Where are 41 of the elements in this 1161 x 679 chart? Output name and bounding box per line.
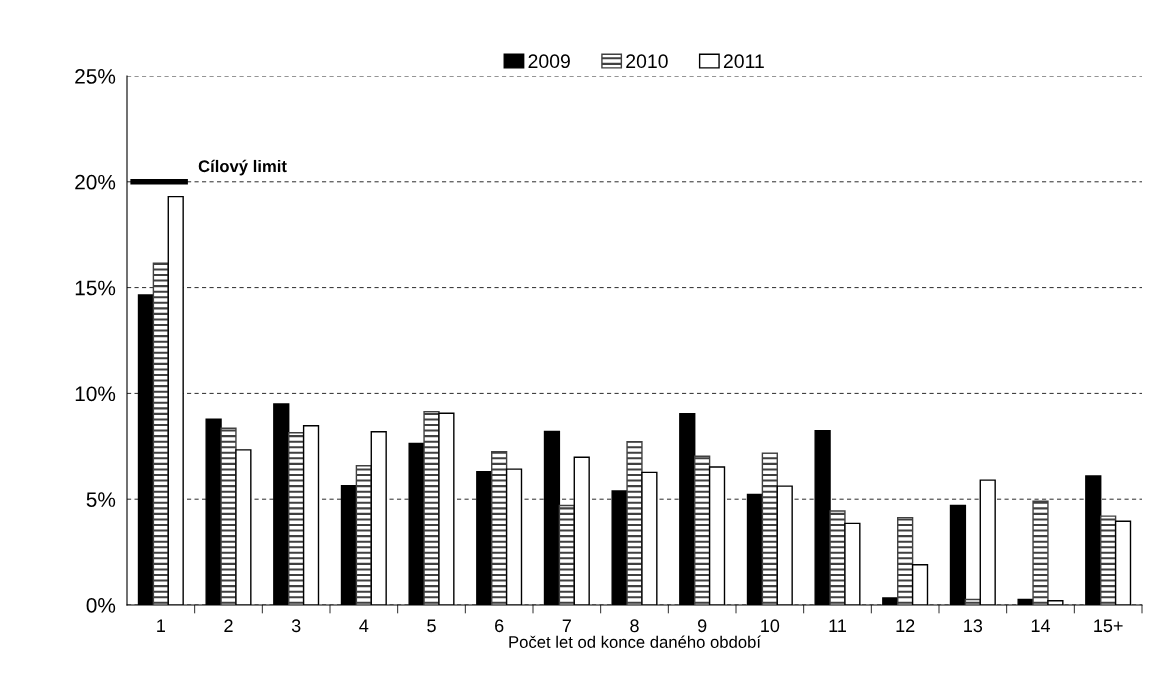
bar [220,427,237,605]
y-tick-label: 5% [86,492,116,507]
x-tick-label: 2 [224,619,233,632]
x-tick-label: 6 [495,619,504,633]
x-tick-label: 4 [359,619,369,632]
bar [152,262,169,605]
bar [694,455,711,605]
x-tick-label: 10 [761,619,780,633]
bar [491,450,508,605]
bar [964,598,981,605]
y-tick-label: 25% [75,69,116,84]
legend-label: 2009 [528,54,570,69]
bar [1100,515,1117,605]
bar [1032,500,1049,605]
y-tick-label: 20% [75,174,116,190]
y-tick-label: 10% [75,386,116,402]
bar [355,465,372,605]
legend-label: 2010 [626,54,668,69]
x-tick-label: 3 [291,619,301,633]
bar [626,440,643,605]
ref-line-label: Cílový limit [198,159,287,176]
bar [897,516,914,605]
x-tick-label: 11 [829,619,846,632]
bar [288,432,305,605]
x-tick-label: 9 [697,619,707,633]
x-tick-label: 5 [427,619,436,633]
legend-label: 2011 [723,54,764,69]
bar [423,410,440,605]
bar [558,504,575,605]
bar [761,452,778,605]
x-axis-title: Počet let od konce daného období [509,635,761,648]
x-tick-label: 13 [964,619,983,633]
y-tick-label: 0% [86,598,116,613]
x-tick-label: 8 [630,619,639,633]
x-tick-label: 7 [562,619,571,632]
x-tick-label: 14 [1031,619,1051,632]
x-tick-label: 12 [896,619,915,632]
bar [829,510,846,605]
x-tick-label: 15+ [1094,619,1123,633]
x-tick-label: 1 [157,619,165,632]
y-tick-label: 15% [75,280,116,296]
